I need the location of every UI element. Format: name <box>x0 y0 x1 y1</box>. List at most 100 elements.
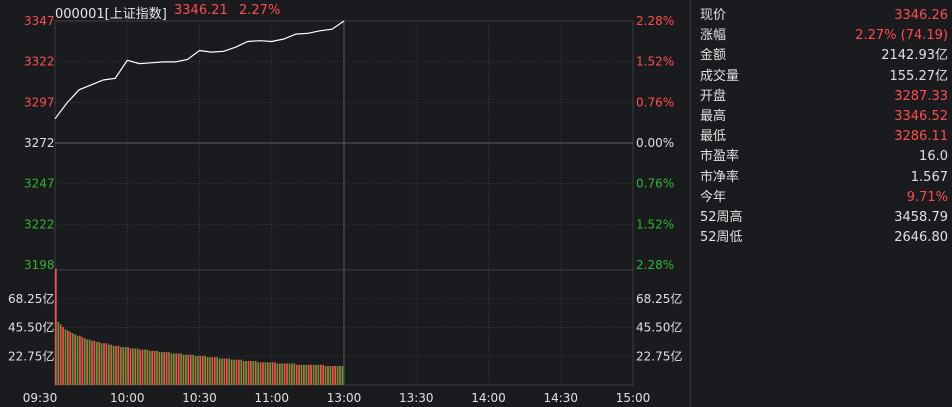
volume-bar <box>233 359 235 385</box>
volume-bar <box>192 354 194 385</box>
index-code-name: 000001[上证指数] <box>55 7 167 22</box>
quote-label: 市净率 <box>700 169 740 185</box>
quote-value: 3346.52 <box>894 108 948 124</box>
volume-bar <box>180 353 182 385</box>
quote-label: 今年 <box>700 189 727 205</box>
volume-bar <box>98 342 101 385</box>
volume-bar <box>276 363 279 385</box>
volume-bar <box>305 364 308 385</box>
volume-bar <box>245 361 247 385</box>
volume-bar <box>160 352 163 385</box>
volume-bar <box>252 361 255 385</box>
price-tick-label: 3297 <box>24 95 55 109</box>
volume-bar <box>81 337 84 385</box>
volume-bar <box>201 355 204 385</box>
quote-row: 涨幅 2.27% (74.19) <box>700 26 948 46</box>
price-tick-label: 3222 <box>24 217 55 231</box>
time-tick-label: 13:30 <box>399 391 434 405</box>
quote-label: 最低 <box>700 129 727 145</box>
volume-bar <box>187 354 190 385</box>
volume-bar <box>283 363 286 385</box>
volume-bar <box>225 358 228 385</box>
volume-bar <box>189 354 192 385</box>
volume-bar <box>199 355 202 385</box>
volume-bar <box>127 347 129 385</box>
volume-bar <box>324 366 327 385</box>
volume-bar <box>103 343 105 385</box>
volume-bar <box>329 366 332 385</box>
volume-bar <box>74 334 76 385</box>
quote-row: 金额 2142.93亿 <box>700 46 948 66</box>
time-tick-label: 10:00 <box>110 391 145 405</box>
volume-bar <box>115 345 117 385</box>
volume-bar <box>100 343 103 385</box>
volume-bar <box>204 355 207 385</box>
volume-bar <box>141 349 144 385</box>
quote-row: 现价 3346.26 <box>700 6 948 26</box>
quote-row: 开盘 3287.33 <box>700 87 948 107</box>
volume-tick-label: 45.50亿 <box>8 320 54 335</box>
volume-bar <box>136 348 139 385</box>
volume-bar <box>156 350 158 385</box>
volume-bar <box>67 330 69 385</box>
volume-bar <box>69 331 72 385</box>
volume-bar <box>175 353 178 385</box>
volume-bar <box>238 359 240 385</box>
volume-bar <box>221 358 223 385</box>
volume-bar <box>228 358 231 385</box>
volume-bar <box>148 350 151 385</box>
price-tick-label: 3272 <box>24 136 55 150</box>
volume-bar <box>334 366 337 385</box>
time-tick-label: 15:00 <box>616 391 651 405</box>
volume-bar <box>209 357 211 385</box>
volume-bar <box>105 343 108 385</box>
volume-bar <box>83 338 86 385</box>
quote-row: 52周低 2646.80 <box>700 228 948 248</box>
volume-bar <box>71 333 74 385</box>
volume-bar <box>197 355 199 385</box>
volume-bar <box>293 363 296 385</box>
quote-value: 3286.11 <box>894 129 948 145</box>
volume-bar <box>86 339 88 385</box>
quote-label: 成交量 <box>700 68 740 84</box>
volume-tick-label: 22.75亿 <box>8 348 54 363</box>
volume-bar <box>95 342 98 385</box>
price-line <box>54 20 345 120</box>
quote-label: 市盈率 <box>700 149 740 165</box>
quote-value: 3287.33 <box>894 88 948 104</box>
panel-divider <box>690 0 691 407</box>
chart-canvas[interactable]: 3347 2.28% 3322 1.52% 3297 0.76% 3272 0.00% 3247… <box>0 0 690 407</box>
quote-label: 最高 <box>700 108 727 124</box>
volume-bar <box>307 364 310 385</box>
pct-tick-label: 2.28% <box>636 14 674 28</box>
volume-tick-label-right: 22.75亿 <box>636 348 682 363</box>
volume-bar <box>254 361 257 385</box>
volume-bar <box>286 363 288 385</box>
volume-bar <box>165 352 168 385</box>
volume-tick-label: 68.25亿 <box>8 291 54 306</box>
volume-bar <box>76 335 79 385</box>
volume-bar <box>266 362 269 385</box>
quote-value: 2142.93亿 <box>881 48 948 64</box>
quote-label: 开盘 <box>700 88 727 104</box>
volume-bar <box>112 345 115 385</box>
time-tick-label: 09:30 <box>23 391 58 405</box>
quote-value: 9.71% <box>906 189 948 205</box>
volume-bar <box>55 268 57 385</box>
volume-bar <box>182 354 185 385</box>
volume-bar <box>250 361 252 385</box>
intraday-chart[interactable]: 3347 2.28% 3322 1.52% 3297 0.76% 3272 0.00% 3247… <box>0 0 690 407</box>
pct-tick-label: 1.52% <box>636 217 674 231</box>
volume-bar <box>168 352 170 385</box>
volume-bar <box>216 357 219 385</box>
volume-bar <box>312 364 315 385</box>
volume-bar <box>300 364 303 385</box>
volume-bar <box>117 345 120 385</box>
quote-row: 今年 9.71% <box>700 188 948 208</box>
quote-row: 最高 3346.52 <box>700 107 948 127</box>
volume-bar <box>170 353 173 385</box>
volume-bar <box>336 366 339 385</box>
volume-bar <box>206 357 209 385</box>
volume-bar <box>139 349 141 385</box>
quote-row: 最低 3286.11 <box>700 127 948 147</box>
